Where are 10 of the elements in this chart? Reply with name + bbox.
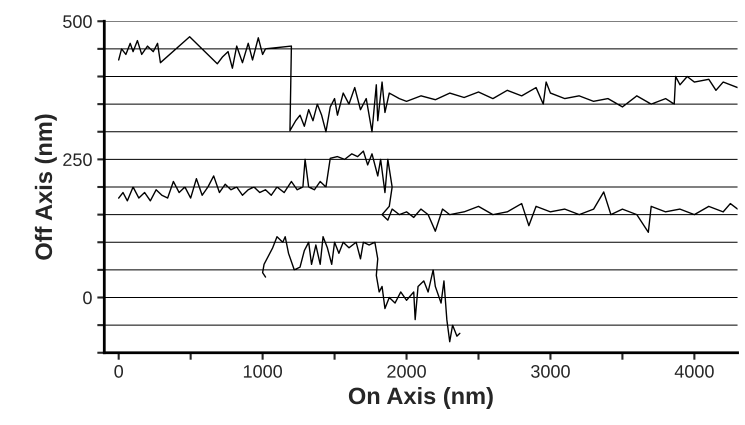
y-tick-label: 250 [63,153,92,166]
y-axis-title: Off Axis (nm) [34,114,57,260]
x-tick-label: 1000 [244,365,282,378]
x-axis-title: On Axis (nm) [348,386,493,409]
y-tick-label: 500 [63,15,92,28]
x-tick-label: 2000 [387,365,426,378]
x-tick-label: 4000 [674,365,714,378]
x-tick-label: 0 [114,365,124,378]
y-tick-label: 0 [83,291,92,304]
x-tick-label: 3000 [531,365,570,378]
